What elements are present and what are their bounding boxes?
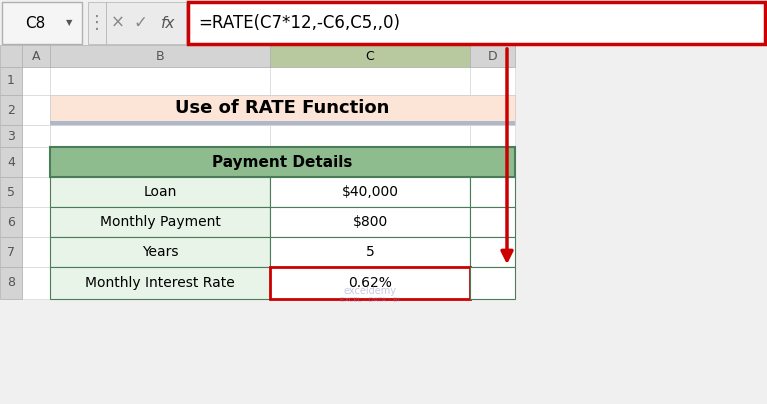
Bar [50,121,515,125]
Bar [470,147,515,177]
Text: $40,000: $40,000 [341,185,399,199]
Text: Loan: Loan [143,185,176,199]
Bar [470,207,515,237]
Bar [50,267,270,299]
Bar [22,125,50,147]
Bar [470,177,515,207]
Bar [50,207,270,237]
Text: 1: 1 [7,74,15,88]
Bar [270,67,470,95]
Bar [0,45,22,67]
Bar [270,237,470,267]
Bar [0,267,22,299]
Text: 8: 8 [7,276,15,290]
Text: Payment Details: Payment Details [212,154,353,170]
Bar [270,207,470,237]
Text: exceldemy: exceldemy [344,286,397,296]
Bar [0,95,22,125]
Bar [22,67,50,95]
Bar [50,237,270,267]
Text: 2: 2 [7,103,15,116]
Bar [0,125,22,147]
Text: $800: $800 [352,215,387,229]
Bar [22,207,50,237]
Text: EXCEL · DATA · BI: EXCEL · DATA · BI [340,297,400,303]
Bar [470,267,515,299]
Bar [22,95,50,125]
Bar [270,267,470,299]
Bar [270,237,470,267]
Bar [470,67,515,95]
Bar [22,237,50,267]
Bar [188,2,765,44]
Text: Years: Years [142,245,178,259]
Bar [0,207,22,237]
Bar [270,125,470,147]
Text: Use of RATE Function: Use of RATE Function [176,99,390,117]
Bar [270,177,470,207]
Bar [270,267,470,299]
Bar [270,95,470,125]
Text: A: A [31,50,40,63]
Text: =RATE(C7*12,-C6,C5,,0): =RATE(C7*12,-C6,C5,,0) [198,14,400,32]
Bar [470,177,515,207]
Bar [50,125,270,147]
Text: C8: C8 [25,15,46,30]
Text: ×: × [111,14,125,32]
Text: ⋮: ⋮ [88,14,106,32]
Bar [50,207,270,237]
Bar [50,177,270,207]
Text: 5: 5 [7,185,15,198]
Bar [470,95,515,125]
Text: 3: 3 [7,130,15,143]
Text: 6: 6 [7,215,15,229]
Text: fx: fx [161,15,175,30]
Bar [0,177,22,207]
Bar [50,147,270,177]
Bar [470,267,515,299]
Text: ▼: ▼ [66,19,72,27]
Bar [470,125,515,147]
Bar [270,177,470,207]
Bar [22,267,50,299]
Text: B: B [156,50,164,63]
Bar [22,45,50,67]
Bar [22,147,50,177]
Bar [50,95,270,125]
Bar [0,147,22,177]
Text: D: D [488,50,497,63]
Text: C: C [366,50,374,63]
Bar [270,147,470,177]
Bar [470,207,515,237]
Bar [50,67,270,95]
Bar [50,45,270,67]
Bar [50,267,270,299]
Text: Monthly Payment: Monthly Payment [100,215,220,229]
Text: 0.62%: 0.62% [348,276,392,290]
Text: ✓: ✓ [133,14,147,32]
Text: Monthly Interest Rate: Monthly Interest Rate [85,276,235,290]
Bar [270,45,470,67]
Text: 5: 5 [366,245,374,259]
Bar [106,2,186,44]
Text: 7: 7 [7,246,15,259]
Bar [470,45,515,67]
Bar [50,237,270,267]
Bar [22,177,50,207]
Bar [470,237,515,267]
Bar [470,237,515,267]
Bar [0,237,22,267]
Bar [50,177,270,207]
Bar [2,2,82,44]
Bar [88,2,106,44]
Bar [0,67,22,95]
Bar [270,207,470,237]
Bar [50,147,515,177]
Bar [50,95,515,125]
Text: 4: 4 [7,156,15,168]
